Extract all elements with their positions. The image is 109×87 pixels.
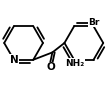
Text: NH₂: NH₂ (65, 59, 85, 68)
Text: O: O (47, 62, 55, 72)
Text: Br: Br (88, 18, 100, 27)
Text: N: N (9, 55, 18, 65)
